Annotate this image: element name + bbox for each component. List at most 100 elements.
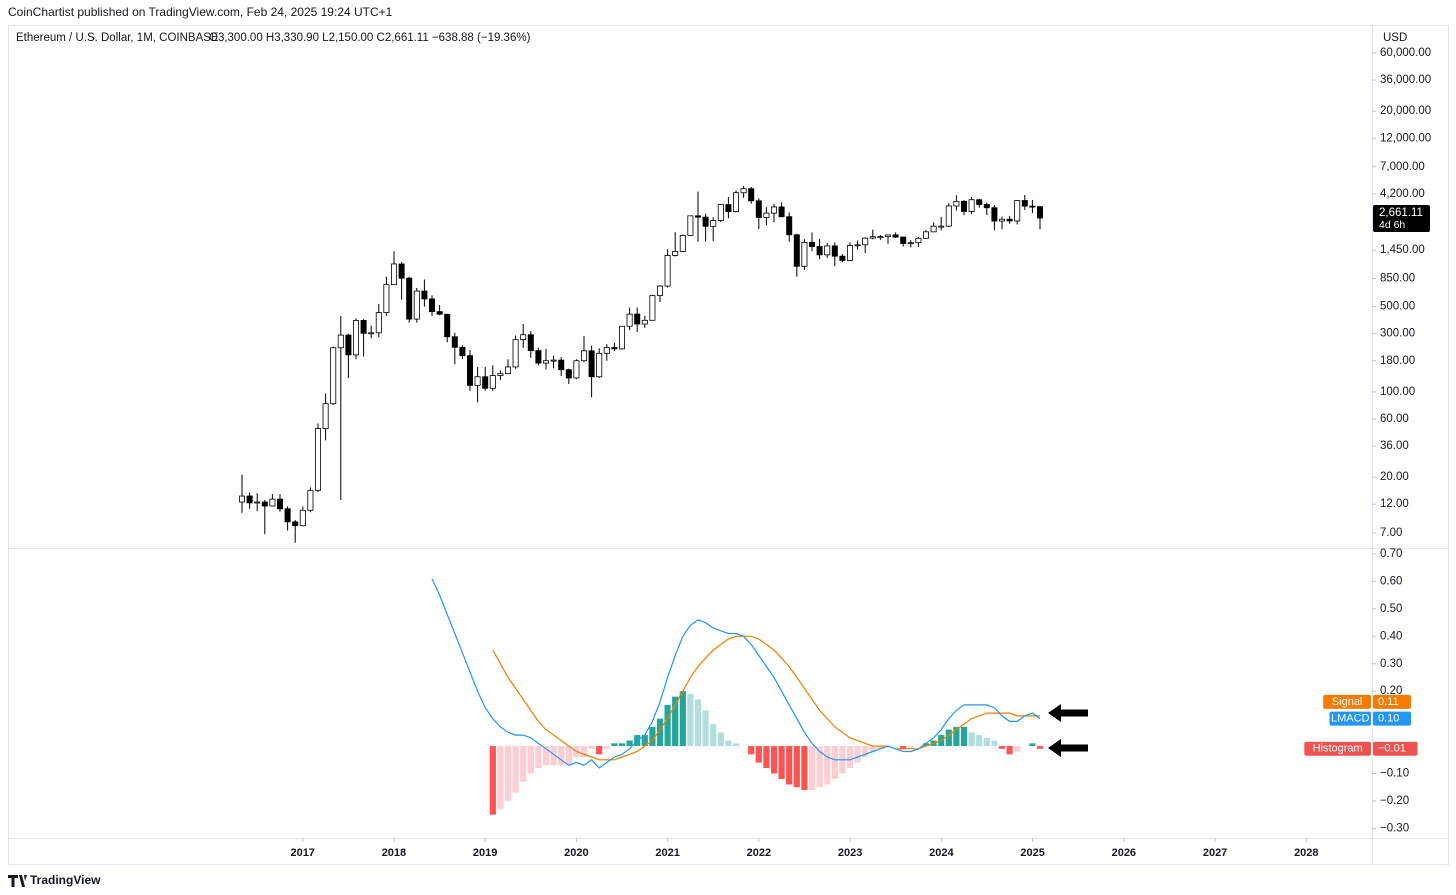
histogram-bar: [717, 732, 724, 747]
candle-body: [413, 290, 420, 320]
candle-body: [520, 334, 527, 341]
publisher: CoinChartist published on TradingView.co…: [8, 5, 393, 19]
candle-body: [976, 199, 983, 205]
candle-body: [869, 236, 876, 239]
candle-body: [383, 284, 390, 313]
indicator-line: [492, 635, 1040, 761]
histogram-bar: [520, 746, 527, 782]
histogram-bar: [793, 746, 800, 788]
candle-body: [892, 234, 899, 238]
candle-body: [611, 347, 618, 350]
histogram-bar: [580, 746, 588, 758]
candle-body: [991, 207, 998, 222]
histogram-bar: [862, 746, 869, 758]
candle-body: [428, 298, 435, 312]
histogram-bar: [808, 746, 816, 790]
histogram-bar: [588, 746, 595, 749]
candle-body: [923, 231, 930, 239]
y-tick-label: 0.30: [1380, 658, 1402, 670]
candle-body: [695, 215, 702, 218]
y-tick-label: 0.20: [1380, 685, 1402, 697]
symbol-title: Ethereum / U.S. Dollar, 1M, COINBASE: [16, 32, 219, 44]
histogram-bar: [710, 724, 717, 747]
histogram-bar: [900, 746, 907, 749]
candle-body: [444, 313, 451, 338]
histogram-bar: [497, 746, 504, 810]
candle-body: [831, 245, 838, 257]
x-tick-label: 2023: [838, 847, 862, 859]
histogram-bar: [991, 740, 998, 747]
y-tick-label: 0.50: [1380, 603, 1402, 615]
candle-body: [999, 218, 1006, 222]
candle-body: [558, 359, 565, 371]
histogram-bar: [656, 718, 664, 747]
y-tick-label: 0.40: [1380, 630, 1402, 642]
y-tick-label: 20.00: [1380, 471, 1409, 483]
histogram-bar: [542, 746, 550, 766]
indicator-line: [431, 578, 1041, 769]
badge-value: −0.01: [1378, 743, 1406, 755]
candle-body: [504, 366, 511, 375]
histogram-bar: [603, 746, 610, 749]
candle-body: [725, 204, 732, 213]
histogram-bar: [1014, 746, 1021, 752]
histogram-bar: [877, 746, 884, 749]
candle-body: [862, 237, 869, 246]
y-tick-label: 7,000.00: [1380, 161, 1425, 173]
last-price-label: 2,661.11: [1379, 207, 1423, 219]
histogram-bar: [1036, 746, 1044, 749]
y-tick-label: 60,000.00: [1380, 47, 1431, 59]
badge-name: LMACD: [1331, 713, 1370, 725]
candle-body: [497, 373, 504, 376]
histogram-bar: [778, 746, 785, 779]
badge-name: Histogram: [1313, 743, 1363, 755]
candle-body: [565, 369, 572, 379]
histogram-bar: [626, 740, 633, 747]
candle-body: [740, 188, 747, 194]
x-tick-label: 2019: [473, 847, 497, 859]
x-tick-label: 2018: [382, 847, 406, 859]
candle-body: [877, 236, 884, 239]
histogram-bar: [558, 746, 565, 766]
histogram-bar: [755, 746, 762, 763]
x-tick-label: 2027: [1203, 847, 1227, 859]
candle-body: [816, 246, 823, 256]
histogram-bar: [702, 710, 709, 747]
countdown: 4d 6h: [1379, 219, 1405, 231]
candle-body: [801, 241, 808, 267]
candle-body: [619, 325, 626, 350]
brand-icon: [8, 875, 27, 887]
y-tick-label: 1,450.00: [1380, 244, 1425, 256]
y-tick-label: 0.70: [1380, 548, 1402, 560]
histogram-bar: [846, 746, 854, 769]
histogram-bar: [565, 746, 572, 766]
x-tick-label: 2026: [1112, 847, 1136, 859]
histogram-bar: [687, 693, 694, 747]
y-tick-label: 7.00: [1380, 527, 1402, 539]
histogram-bar: [816, 746, 823, 788]
candle-body: [664, 255, 671, 287]
candle-body: [945, 205, 952, 227]
badge-name-box: [1323, 694, 1371, 709]
y-tick-label: 100.00: [1380, 386, 1415, 398]
candle-body: [786, 216, 793, 236]
x-tick-label: 2017: [290, 847, 314, 859]
histogram-bar: [641, 735, 648, 747]
candle-body: [1014, 200, 1021, 222]
candle-body: [687, 215, 694, 236]
candle-body: [634, 313, 641, 325]
candle-body: [778, 206, 785, 218]
y-tick-label: 36.00: [1380, 440, 1409, 452]
y-tick-label: 0.60: [1380, 575, 1402, 587]
candle-body: [854, 244, 861, 247]
histogram-bar: [664, 704, 671, 747]
histogram-bar: [869, 746, 876, 752]
candle-body: [581, 350, 588, 362]
badge-value: 0.11: [1378, 696, 1399, 708]
histogram-bar: [679, 691, 686, 747]
histogram-bar: [489, 746, 496, 815]
candle-body: [352, 320, 359, 356]
candle-body: [1037, 206, 1044, 219]
candle-body: [763, 212, 770, 218]
